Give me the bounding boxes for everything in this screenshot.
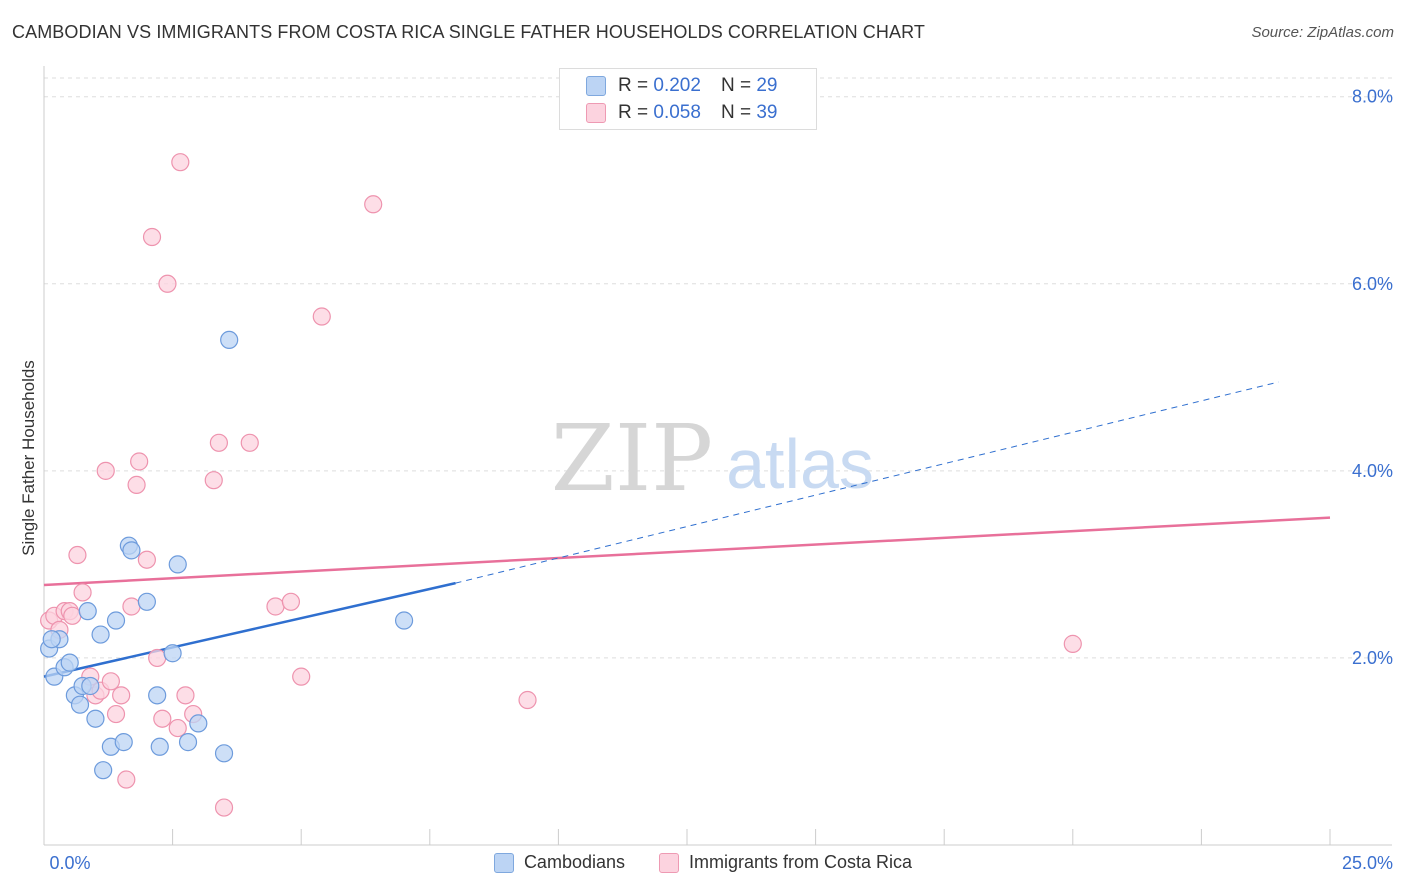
data-point-costa-rica — [101, 672, 120, 691]
data-point-costa-rica — [153, 709, 172, 728]
data-point-costa-rica — [171, 153, 190, 172]
data-point-cambodian — [81, 676, 100, 696]
n-label: N = — [720, 102, 752, 123]
data-point-costa-rica — [266, 597, 285, 616]
data-point-cambodian — [178, 733, 198, 752]
data-point-costa-rica — [130, 452, 149, 471]
data-point-costa-rica — [364, 195, 383, 214]
data-point-cambodian — [168, 555, 187, 574]
stats-row-costa-rica: R = 0.058 N = 39 — [586, 102, 777, 124]
data-point-costa-rica — [204, 471, 223, 490]
r-value: 0.058 — [653, 102, 701, 123]
data-point-costa-rica — [214, 798, 234, 817]
data-point-costa-rica — [142, 227, 162, 247]
data-point-cambodian — [220, 330, 239, 350]
y-tick-label: 4.0% — [1352, 461, 1393, 481]
data-point-cambodian — [91, 625, 110, 644]
data-point-costa-rica — [209, 433, 228, 452]
data-point-costa-rica — [1063, 634, 1082, 653]
data-point-costa-rica — [518, 690, 537, 710]
legend-label: Immigrants from Costa Rica — [689, 852, 913, 872]
points-layer — [40, 153, 1082, 817]
data-point-costa-rica — [240, 433, 259, 452]
data-point-costa-rica — [127, 475, 146, 494]
data-point-costa-rica — [292, 667, 311, 686]
data-point-costa-rica — [148, 648, 167, 668]
data-point-cambodian — [394, 611, 414, 630]
costa-rica-swatch — [659, 852, 679, 873]
data-point-costa-rica — [106, 704, 126, 724]
data-point-costa-rica — [176, 686, 195, 705]
x-tick-label-start: 0.0% — [49, 853, 90, 873]
data-point-cambodian — [148, 686, 167, 705]
watermark-zip: ZIP — [551, 405, 713, 512]
legend-item-cambodians[interactable]: Cambodians — [493, 852, 625, 873]
y-axis-label: Single Father Households — [19, 360, 38, 556]
data-point-cambodian — [189, 714, 208, 733]
data-point-costa-rica — [96, 461, 115, 480]
cambodians-swatch — [493, 852, 514, 873]
y-tick-label: 8.0% — [1352, 87, 1393, 107]
data-point-cambodian — [150, 737, 169, 756]
data-point-cambodian — [94, 761, 113, 780]
data-point-cambodian — [163, 644, 182, 663]
cambodians-swatch — [586, 76, 606, 96]
n-label: N = — [720, 75, 752, 96]
axis-layer: 2.0% 4.0% 6.0% 8.0% 0.0% 25.0% — [43, 66, 1393, 873]
data-point-cambodian — [42, 630, 61, 649]
grid-layer — [44, 77, 1392, 659]
r-label: R = — [618, 75, 649, 96]
trend-line-cambodians — [43, 581, 456, 678]
trend-line-cambodians-extension — [455, 381, 1279, 584]
data-point-cambodian — [78, 602, 97, 621]
legend-label: Cambodians — [523, 852, 625, 872]
data-point-costa-rica — [122, 597, 141, 616]
r-value: 0.202 — [653, 75, 701, 96]
data-point-cambodian — [214, 744, 234, 763]
data-point-cambodian — [60, 653, 79, 672]
legend-item-costa-rica[interactable]: Immigrants from Costa Rica — [659, 852, 912, 873]
data-point-costa-rica — [63, 606, 82, 625]
data-point-costa-rica — [281, 592, 301, 611]
y-tick-label: 2.0% — [1352, 648, 1393, 668]
data-point-costa-rica — [312, 307, 331, 326]
data-point-costa-rica — [68, 545, 87, 565]
data-point-cambodian — [122, 541, 141, 560]
r-label: R = — [618, 102, 649, 123]
data-point-costa-rica — [73, 583, 92, 602]
data-point-costa-rica — [117, 770, 136, 789]
watermark-atlas: atlas — [726, 425, 874, 503]
stats-row-cambodians: R = 0.202 N = 29 — [586, 75, 777, 97]
data-point-cambodian — [70, 695, 90, 714]
costa-rica-swatch — [586, 103, 606, 123]
data-point-costa-rica — [137, 550, 156, 569]
chart-title: CAMBODIAN VS IMMIGRANTS FROM COSTA RICA … — [12, 22, 925, 42]
trend-line-costa-rica — [43, 516, 1331, 587]
data-point-cambodian — [86, 709, 105, 728]
data-point-costa-rica — [168, 718, 187, 738]
source-label: Source: ZipAtlas.com — [1251, 24, 1394, 41]
bottom-legend: Cambodians Immigrants from Costa Rica — [0, 852, 1406, 873]
y-tick-label: 6.0% — [1352, 274, 1393, 294]
data-point-costa-rica — [112, 686, 131, 705]
watermark: ZIP atlas — [551, 405, 874, 512]
x-tick-label-end: 25.0% — [1342, 853, 1393, 873]
data-point-costa-rica — [158, 274, 177, 293]
stats-legend: R = 0.202 N = 29 R = 0.058 N = 39 — [559, 68, 817, 130]
n-value: 39 — [756, 102, 778, 123]
data-point-cambodian — [114, 733, 133, 752]
n-value: 29 — [756, 75, 778, 96]
data-point-cambodian — [137, 592, 156, 611]
trend-layer — [43, 381, 1331, 678]
data-point-cambodian — [106, 611, 126, 630]
